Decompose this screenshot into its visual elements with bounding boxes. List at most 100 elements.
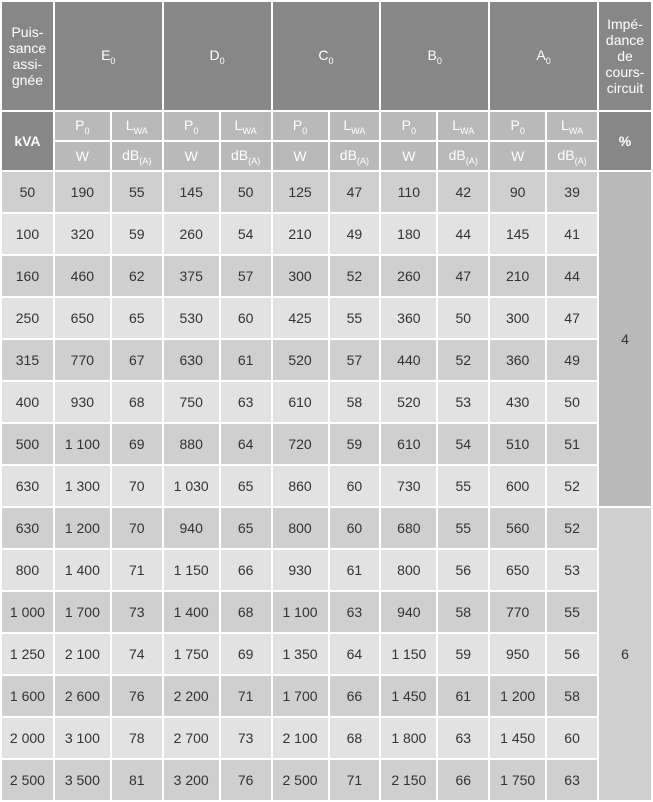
table-row: 6301 300701 03065860607305560052	[1, 465, 652, 507]
cell-value: 49	[329, 213, 381, 255]
header-class-E: E0	[54, 1, 163, 111]
cell-value: 81	[111, 759, 163, 801]
header-class-A: A0	[489, 1, 598, 111]
cell-value: 58	[546, 675, 598, 717]
cell-value: 1 100	[54, 423, 111, 465]
cell-value: 2 100	[272, 717, 329, 759]
cell-value: 53	[546, 549, 598, 591]
header-db: dB(A)	[329, 141, 381, 171]
cell-value: 520	[380, 381, 437, 423]
table-row: 8001 400711 15066930618005665053	[1, 549, 652, 591]
cell-value: 55	[329, 297, 381, 339]
cell-value: 60	[220, 297, 272, 339]
cell-value: 770	[489, 591, 546, 633]
table-row: 1 2502 100741 750691 350641 1505995056	[1, 633, 652, 675]
cell-value: 62	[111, 255, 163, 297]
cell-value: 65	[220, 465, 272, 507]
cell-value: 57	[329, 339, 381, 381]
cell-value: 320	[54, 213, 111, 255]
cell-value: 1 150	[380, 633, 437, 675]
cell-value: 180	[380, 213, 437, 255]
cell-kva: 800	[1, 549, 54, 591]
cell-kva: 630	[1, 465, 54, 507]
cell-value: 66	[220, 549, 272, 591]
cell-value: 425	[272, 297, 329, 339]
header-class-C: C0	[272, 1, 381, 111]
cell-value: 190	[54, 171, 111, 213]
cell-value: 300	[272, 255, 329, 297]
cell-value: 720	[272, 423, 329, 465]
cell-value: 375	[163, 255, 220, 297]
cell-value: 63	[437, 717, 489, 759]
cell-kva: 500	[1, 423, 54, 465]
table-row: 2506506553060425553605030047	[1, 297, 652, 339]
cell-value: 1 030	[163, 465, 220, 507]
cell-value: 65	[220, 507, 272, 549]
cell-value: 60	[546, 717, 598, 759]
cell-value: 860	[272, 465, 329, 507]
cell-value: 750	[163, 381, 220, 423]
cell-value: 61	[437, 675, 489, 717]
cell-value: 70	[111, 465, 163, 507]
cell-value: 610	[380, 423, 437, 465]
cell-value: 71	[220, 675, 272, 717]
cell-kva: 1 600	[1, 675, 54, 717]
cell-value: 610	[272, 381, 329, 423]
cell-value: 3 100	[54, 717, 111, 759]
cell-value: 940	[163, 507, 220, 549]
cell-value: 67	[111, 339, 163, 381]
cell-value: 1 450	[489, 717, 546, 759]
cell-value: 125	[272, 171, 329, 213]
cell-value: 430	[489, 381, 546, 423]
header-lwa: LWA	[329, 111, 381, 141]
cell-value: 1 200	[489, 675, 546, 717]
table-row: 501905514550125471104290394	[1, 171, 652, 213]
table-row: 1003205926054210491804414541	[1, 213, 652, 255]
cell-value: 60	[329, 465, 381, 507]
cell-value: 210	[489, 255, 546, 297]
cell-value: 68	[329, 717, 381, 759]
cell-value: 61	[220, 339, 272, 381]
cell-kva: 2 500	[1, 759, 54, 801]
cell-value: 2 700	[163, 717, 220, 759]
table-row: 1604606237557300522604721044	[1, 255, 652, 297]
cell-kva: 400	[1, 381, 54, 423]
cell-value: 1 700	[54, 591, 111, 633]
cell-value: 1 350	[272, 633, 329, 675]
cell-value: 1 200	[54, 507, 111, 549]
cell-value: 730	[380, 465, 437, 507]
cell-value: 360	[380, 297, 437, 339]
header-p0: P0	[163, 111, 220, 141]
cell-value: 2 150	[380, 759, 437, 801]
cell-value: 69	[111, 423, 163, 465]
table-row: 2 5003 500813 200762 500712 150661 75063	[1, 759, 652, 801]
cell-value: 210	[272, 213, 329, 255]
cell-value: 51	[546, 423, 598, 465]
header-impedance: Impé-dance de cours-circuit	[598, 1, 652, 111]
cell-value: 47	[437, 255, 489, 297]
cell-value: 71	[111, 549, 163, 591]
cell-value: 630	[163, 339, 220, 381]
cell-value: 650	[54, 297, 111, 339]
cell-value: 530	[163, 297, 220, 339]
cell-kva: 250	[1, 297, 54, 339]
cell-value: 520	[272, 339, 329, 381]
cell-value: 55	[437, 507, 489, 549]
header-lwa: LWA	[111, 111, 163, 141]
cell-value: 600	[489, 465, 546, 507]
cell-value: 930	[54, 381, 111, 423]
header-class-B: B0	[380, 1, 489, 111]
cell-kva: 630	[1, 507, 54, 549]
header-lwa: LWA	[220, 111, 272, 141]
table-row: 2 0003 100782 700732 100681 800631 45060	[1, 717, 652, 759]
cell-value: 1 400	[163, 591, 220, 633]
cell-value: 63	[546, 759, 598, 801]
cell-value: 55	[437, 465, 489, 507]
cell-value: 41	[546, 213, 598, 255]
cell-value: 73	[220, 717, 272, 759]
table-row: 1 6002 600762 200711 700661 450611 20058	[1, 675, 652, 717]
cell-value: 68	[111, 381, 163, 423]
cell-value: 3 500	[54, 759, 111, 801]
cell-value: 61	[329, 549, 381, 591]
cell-kva: 2 000	[1, 717, 54, 759]
